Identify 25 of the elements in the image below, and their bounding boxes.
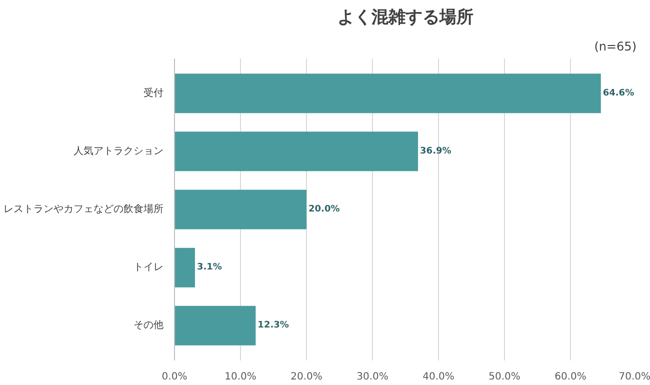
x-tick-label: 40.0%	[422, 372, 454, 382]
data-label: 64.6%	[602, 88, 634, 98]
x-tick-label: 10.0%	[224, 372, 256, 382]
x-tick-label: 20.0%	[290, 372, 322, 382]
data-label: 20.0%	[308, 204, 340, 214]
bar	[174, 74, 601, 114]
y-tick-label: 人気アトラクション	[74, 146, 164, 157]
x-tick-label: 0.0%	[162, 372, 188, 382]
bar	[174, 190, 306, 230]
x-tick-label: 70.0%	[618, 372, 650, 382]
bar	[174, 306, 256, 346]
x-tick-label: 60.0%	[554, 372, 586, 382]
chart-title: よく混雑する場所	[338, 8, 474, 28]
chart-subtitle: (n=65)	[594, 40, 637, 54]
y-tick-label: レストランやカフェなどの飲食場所	[4, 203, 164, 215]
x-tick-label: 50.0%	[488, 372, 520, 382]
y-tick-label: その他	[134, 319, 164, 332]
x-tick-label: 30.0%	[356, 372, 388, 382]
data-label: 36.9%	[420, 146, 452, 156]
bar	[174, 132, 418, 172]
bar	[174, 248, 195, 288]
y-tick-label: トイレ	[134, 262, 164, 274]
data-label: 12.3%	[258, 320, 289, 331]
y-tick-label: 受付	[144, 86, 164, 99]
data-label: 3.1%	[196, 262, 222, 273]
